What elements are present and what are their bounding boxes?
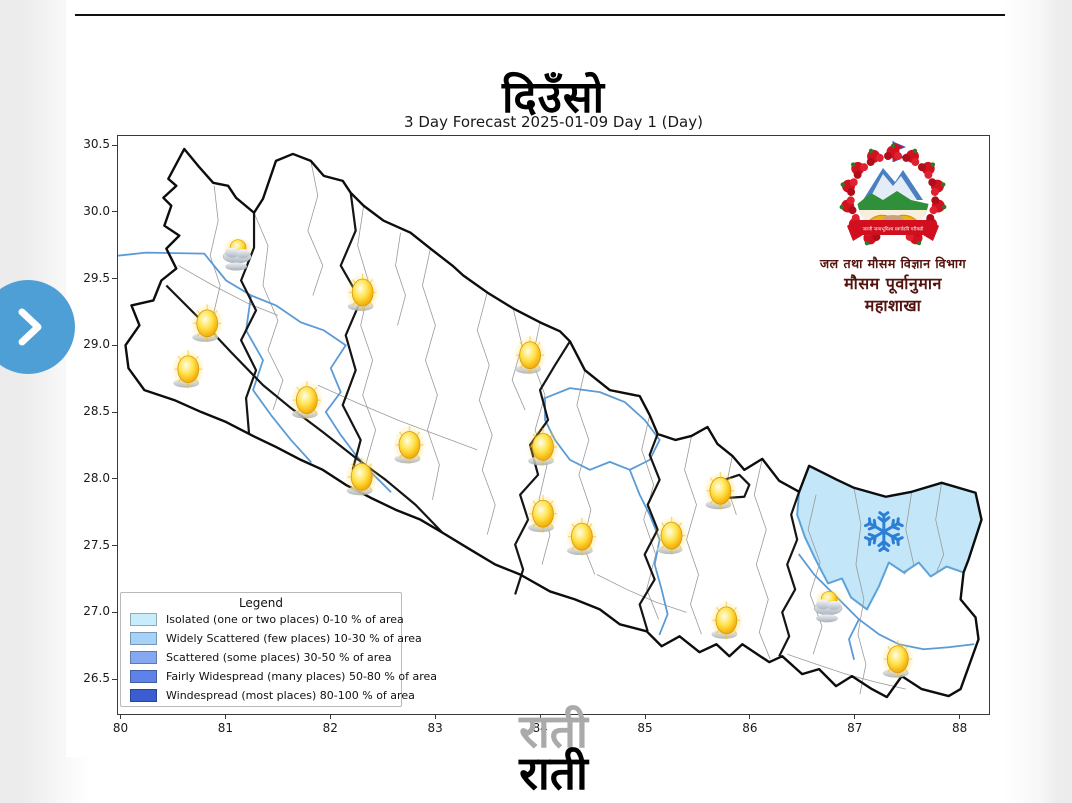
legend-label: Windespread (most places) 80-100 % of ar… <box>166 689 415 702</box>
forecast-map-figure: Legend Isolated (one or two places) 0-10… <box>117 135 990 715</box>
xtick-mark <box>434 714 436 719</box>
ytick-label: 27.5 <box>83 537 110 552</box>
ytick-mark <box>112 611 117 613</box>
ytick-mark <box>112 678 117 680</box>
weather-icon-sunny <box>189 302 225 344</box>
ytick-label: 27.0 <box>83 604 110 619</box>
weather-icon-sunny <box>170 348 206 390</box>
legend-swatch <box>130 689 157 702</box>
nepal-emblem-icon: जननी जन्मभूमिश्च स्वर्गादपि गरीयसी <box>828 85 948 250</box>
legend-label: Fairly Widespread (many places) 50-80 % … <box>166 670 437 683</box>
xtick-mark <box>644 714 646 719</box>
weather-icon-sunny <box>880 638 916 680</box>
xtick-label: 80 <box>112 721 129 735</box>
xtick-label: 87 <box>847 721 863 735</box>
top-divider <box>75 14 1005 16</box>
weather-icon-sunny <box>512 334 548 376</box>
ytick-mark <box>112 211 117 213</box>
weather-icon-sunny <box>702 470 739 512</box>
legend-swatch <box>130 651 157 664</box>
dhm-division-name: मौसम पूर्वानुमान महाशाखा <box>844 274 942 315</box>
xtick-label: 84 <box>532 721 548 735</box>
legend-row: Scattered (some places) 30-50 % of area <box>121 648 401 667</box>
chevron-right-icon <box>18 308 42 346</box>
weather-icon-sunny <box>708 599 745 641</box>
ytick-mark <box>112 278 117 279</box>
weather-icon-sunny <box>391 424 428 466</box>
legend-swatch <box>130 632 157 645</box>
weather-icon-sunny <box>525 493 561 535</box>
ytick-label: 29.5 <box>83 270 110 285</box>
xtick-mark <box>959 714 961 719</box>
legend-row: Isolated (one or two places) 0-10 % of a… <box>121 610 404 629</box>
figure-subtitle: 3 Day Forecast 2025-01-09 Day 1 (Day) <box>404 113 703 131</box>
emblem-motto: जननी जन्मभूमिश्च स्वर्गादपि गरीयसी <box>863 226 925 233</box>
nepal-outline <box>125 148 982 698</box>
legend: Legend Isolated (one or two places) 0-10… <box>120 592 437 707</box>
xtick-mark <box>854 714 856 719</box>
legend-label: Isolated (one or two places) 0-10 % of a… <box>166 613 404 626</box>
legend-row: Fairly Widespread (many places) 50-80 % … <box>121 667 437 686</box>
ytick-label: 28.5 <box>83 404 110 418</box>
weather-icon-sunny <box>344 456 380 498</box>
weather-icon-sunny <box>289 379 325 421</box>
ytick-label: 30.0 <box>83 203 110 218</box>
xtick-mark <box>120 714 121 719</box>
xtick-label: 83 <box>427 721 443 735</box>
dhm-dept-name: जल तथा मौसम विज्ञान विभाग <box>819 256 967 271</box>
legend-swatch <box>130 670 157 683</box>
ytick-mark <box>112 545 117 546</box>
legend-row: Widely Scattered (few places) 10-30 % of… <box>121 629 422 648</box>
ytick-label: 29.0 <box>83 337 110 352</box>
legend-label: Scattered (some places) 30-50 % of area <box>166 651 392 664</box>
xtick-label: 85 <box>637 721 653 735</box>
page-title: दिउँसो <box>501 72 605 124</box>
nepal-border <box>124 147 983 699</box>
legend-label: Widely Scattered (few places) 10-30 % of… <box>166 632 422 645</box>
dhm-logo-block: जननी जन्मभूमिश्च स्वर्गादपि गरीयसी जल तथ… <box>813 85 973 316</box>
ytick-label: 28.0 <box>83 470 110 485</box>
legend-title: Legend <box>238 596 284 610</box>
weather-icon-sunny <box>564 515 600 558</box>
legend-swatch <box>130 613 157 626</box>
weather-icon-sunny <box>653 514 690 557</box>
legend-row: Windespread (most places) 80-100 % of ar… <box>121 686 415 705</box>
xtick-label: 82 <box>322 721 338 735</box>
carousel-next-button[interactable] <box>0 280 75 374</box>
ytick-mark <box>112 478 117 480</box>
ytick-mark <box>112 411 117 413</box>
xtick-mark <box>749 714 751 719</box>
nepal-map <box>118 147 983 699</box>
xtick-mark <box>224 714 226 719</box>
weather-icon-sunny <box>525 426 561 468</box>
weather-icon-sunny <box>345 271 381 314</box>
ytick-mark <box>112 344 117 346</box>
ytick-label: 26.5 <box>83 671 110 685</box>
xtick-label: 81 <box>217 721 234 735</box>
xtick-label: 88 <box>952 721 968 735</box>
ytick-label: 30.5 <box>83 137 110 151</box>
next-section-title: राती <box>519 746 588 800</box>
xtick-mark <box>329 714 331 719</box>
ytick-mark <box>112 144 117 146</box>
xtick-label: 86 <box>742 721 758 735</box>
xtick-mark <box>539 714 541 719</box>
next-section-title-ghost: राती <box>519 704 588 758</box>
